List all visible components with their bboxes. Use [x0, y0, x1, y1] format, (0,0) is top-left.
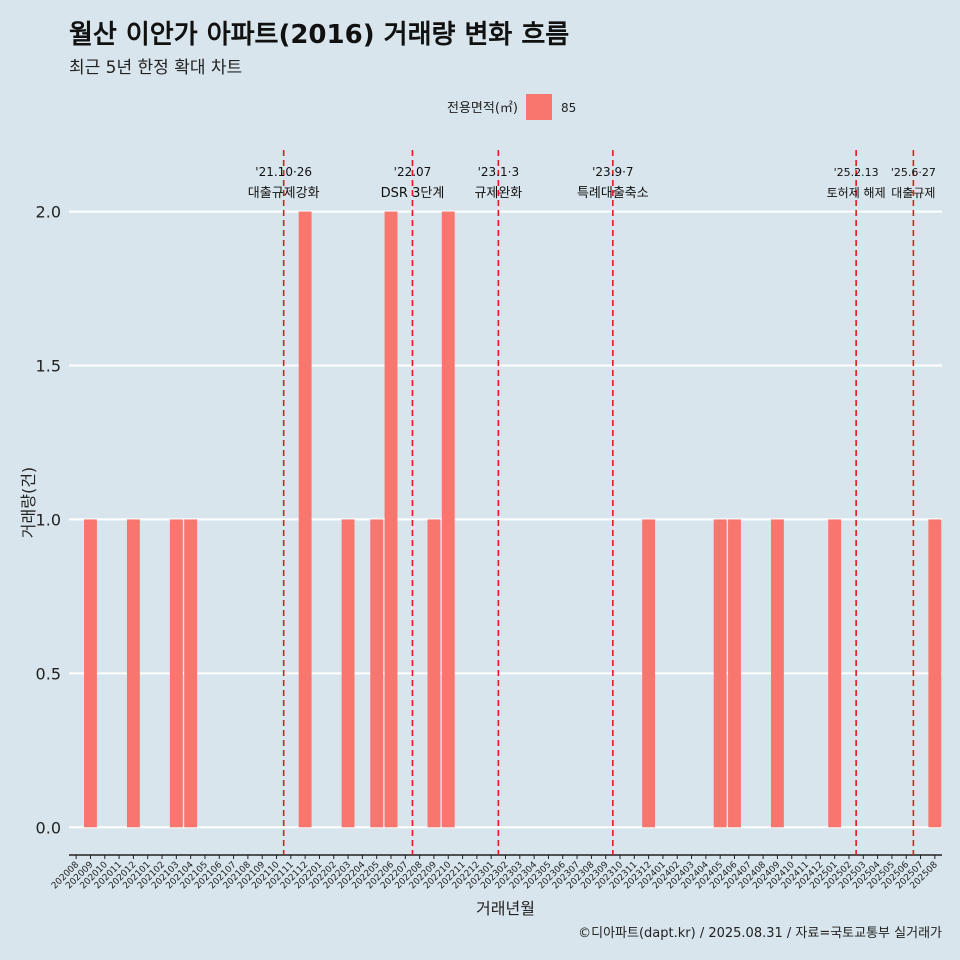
bar	[928, 519, 942, 828]
bar	[828, 519, 842, 828]
bar	[84, 519, 97, 828]
bar	[713, 519, 727, 828]
x-axis-title: 거래년월	[476, 899, 535, 918]
bar	[298, 211, 312, 828]
bar	[770, 519, 784, 828]
bar	[184, 519, 198, 828]
y-tick-label: 1.5	[36, 357, 61, 376]
source-caption: ©디아파트(dapt.kr) / 2025.08.31 / 자료=국토교통부 실…	[578, 926, 942, 941]
bar	[728, 519, 741, 828]
bar	[384, 211, 398, 828]
y-tick-label: 1.0	[36, 510, 61, 529]
bar	[126, 519, 140, 828]
event-label: 토허제 해제	[827, 186, 886, 200]
event-date-label: '23.1·3	[478, 165, 519, 179]
bar	[427, 519, 441, 828]
bar	[642, 519, 656, 828]
event-label: 대출규제	[891, 186, 935, 200]
event-date-label: '22.07	[394, 165, 432, 179]
y-tick-label: 2.0	[36, 203, 61, 222]
bar	[441, 211, 455, 828]
event-label: 규제완화	[474, 186, 522, 201]
bar	[341, 519, 355, 828]
event-label: DSR 3단계	[381, 186, 445, 201]
legend-entry: 85	[561, 101, 576, 115]
y-axis-title: 거래량(건)	[19, 467, 38, 538]
bar	[169, 519, 183, 828]
y-tick-label: 0.5	[36, 664, 61, 683]
event-date-label: '25.2.13	[834, 166, 879, 179]
chart-title: 월산 이안가 아파트(2016) 거래량 변화 흐름	[69, 20, 570, 50]
y-tick-label: 0.0	[36, 818, 61, 837]
event-label: 대출규제강화	[248, 186, 320, 201]
event-date-label: '21.10·26	[255, 165, 312, 179]
event-label: 특례대출축소	[577, 186, 649, 201]
legend-swatch	[526, 94, 552, 120]
event-date-label: '23.9·7	[592, 165, 633, 179]
legend-title: 전용면적(㎡)	[447, 101, 518, 116]
event-date-label: '25.6·27	[891, 166, 936, 179]
bar	[370, 519, 384, 828]
chart-subtitle: 최근 5년 한정 확대 차트	[69, 58, 243, 78]
